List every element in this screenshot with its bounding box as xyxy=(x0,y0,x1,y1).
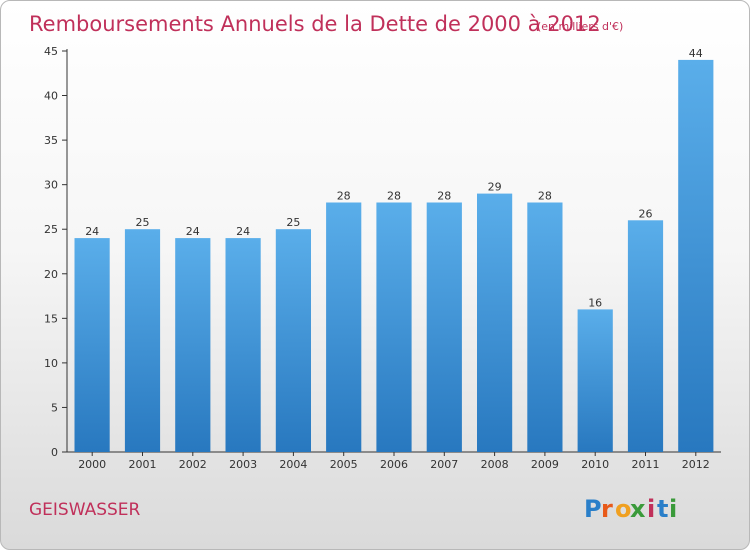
x-axis: 2000 2001 2002 2003 2004 2005 2006 2007 2008 2009… xyxy=(67,451,721,471)
y-tick-label: 5 xyxy=(51,401,58,414)
chart-subtitle: (en milliers d'€) xyxy=(537,20,623,33)
x-tick-label-2002: 2002 xyxy=(179,458,207,471)
bar-2012 xyxy=(678,59,714,453)
bar-2000 xyxy=(74,238,110,452)
x-tick-label-2000: 2000 xyxy=(78,458,106,471)
data-label-2004: 25 xyxy=(286,216,300,229)
logo-letter: t xyxy=(657,495,668,523)
bar-2001 xyxy=(124,229,161,452)
bar-2005 xyxy=(326,202,362,452)
data-labels: 24 25 24 24 25 28 28 28 29 28 16 26 44 xyxy=(85,47,703,309)
x-tick-label-2012: 2012 xyxy=(682,458,710,471)
y-tick-label: 30 xyxy=(44,179,58,192)
x-tick-label-2004: 2004 xyxy=(279,458,307,471)
logo-letter: i xyxy=(647,495,655,523)
x-tick-label-2009: 2009 xyxy=(531,458,559,471)
bar-series xyxy=(74,59,714,453)
y-axis: 0 5 10 15 20 25 30 35 40 45 xyxy=(44,45,68,459)
data-label-2011: 26 xyxy=(639,207,653,220)
data-label-2000: 24 xyxy=(85,225,99,238)
x-tick-label-2008: 2008 xyxy=(481,458,509,471)
bar-2011 xyxy=(627,220,664,452)
logo-letter: o xyxy=(615,495,632,523)
y-tick-label: 0 xyxy=(51,446,58,459)
data-label-2001: 25 xyxy=(136,216,150,229)
logo-letter: i xyxy=(669,495,677,523)
bar-2006 xyxy=(376,202,412,452)
bar-2007 xyxy=(426,202,462,452)
bar-2010 xyxy=(577,309,613,452)
logo-letter: r xyxy=(601,495,613,523)
x-tick-label-2011: 2011 xyxy=(632,458,660,471)
y-tick-label: 10 xyxy=(44,357,58,370)
x-tick-label-2001: 2001 xyxy=(129,458,157,471)
chart-title: Remboursements Annuels de la Dette de 20… xyxy=(29,12,601,36)
data-label-2005: 28 xyxy=(337,190,351,203)
bar-2004 xyxy=(275,229,311,452)
logo-letter: x xyxy=(630,495,646,523)
data-label-2006: 28 xyxy=(387,190,401,203)
bar-2008 xyxy=(477,193,513,452)
y-tick-label: 20 xyxy=(44,268,58,281)
y-tick-label: 15 xyxy=(44,312,58,325)
bar-2003 xyxy=(225,238,261,452)
x-tick-label-2003: 2003 xyxy=(229,458,257,471)
data-label-2009: 28 xyxy=(538,190,552,203)
x-tick-label-2005: 2005 xyxy=(330,458,358,471)
bar-2009 xyxy=(527,202,563,452)
x-tick-label-2010: 2010 xyxy=(581,458,609,471)
y-tick-label: 45 xyxy=(44,45,58,58)
data-label-2002: 24 xyxy=(186,225,200,238)
bar-2002 xyxy=(175,238,211,452)
y-tick-label: 35 xyxy=(44,134,58,147)
data-label-2003: 24 xyxy=(236,225,250,238)
y-tick-label: 40 xyxy=(44,90,58,103)
logo-letter: P xyxy=(584,495,602,523)
data-label-2012: 44 xyxy=(689,47,703,60)
data-label-2008: 29 xyxy=(488,181,502,194)
data-label-2010: 16 xyxy=(588,296,602,309)
x-tick-label-2007: 2007 xyxy=(430,458,458,471)
y-tick-label: 25 xyxy=(44,223,58,236)
x-tick-label-2006: 2006 xyxy=(380,458,408,471)
data-label-2007: 28 xyxy=(437,190,451,203)
commune-name: GEISWASSER xyxy=(29,500,141,520)
